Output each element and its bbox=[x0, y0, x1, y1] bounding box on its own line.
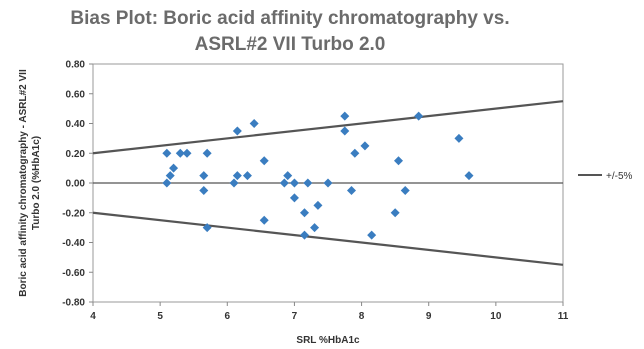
x-tick-label: 8 bbox=[359, 311, 365, 322]
y-tick-label: 0.60 bbox=[66, 89, 86, 100]
data-point bbox=[169, 163, 179, 173]
data-point bbox=[400, 185, 410, 195]
data-point bbox=[182, 148, 192, 158]
chart-title-line-2: ASRL#2 VII Turbo 2.0 bbox=[194, 34, 386, 55]
x-tick-label: 10 bbox=[490, 311, 502, 322]
data-point bbox=[464, 171, 474, 181]
data-point bbox=[249, 119, 259, 128]
x-tick-label: 5 bbox=[157, 311, 163, 322]
y-axis-label-line-2: Turbo 2.0 (%HbA1c) bbox=[31, 136, 42, 230]
data-point bbox=[229, 178, 239, 188]
x-tick-label: 4 bbox=[90, 311, 96, 322]
data-point bbox=[390, 208, 400, 218]
data-point bbox=[350, 148, 360, 158]
data-point bbox=[199, 185, 209, 195]
y-tick-label: -0.80 bbox=[62, 298, 85, 309]
data-point bbox=[414, 111, 424, 121]
y-tick-label: -0.60 bbox=[62, 268, 85, 279]
y-tick-label: -0.20 bbox=[62, 208, 85, 219]
data-point bbox=[175, 148, 185, 158]
data-point bbox=[202, 148, 212, 158]
data-point bbox=[289, 193, 299, 203]
data-point bbox=[162, 148, 172, 158]
data-point bbox=[323, 178, 333, 188]
legend-label: +/-5% bbox=[606, 171, 633, 182]
x-tick-label: 7 bbox=[292, 311, 298, 322]
y-tick-label: 0.40 bbox=[66, 119, 86, 130]
data-point bbox=[300, 230, 309, 240]
x-tick-label: 9 bbox=[426, 311, 432, 322]
data-point bbox=[310, 223, 320, 233]
data-point bbox=[340, 111, 350, 121]
data-point bbox=[162, 178, 172, 188]
data-point bbox=[367, 230, 377, 240]
data-point bbox=[347, 185, 356, 195]
x-tick-label: 6 bbox=[225, 311, 231, 322]
data-point bbox=[360, 141, 370, 151]
data-point bbox=[259, 215, 269, 225]
data-point bbox=[242, 171, 252, 181]
y-tick-label: -0.40 bbox=[62, 238, 85, 249]
data-point bbox=[232, 126, 242, 136]
axis-group: 0.80 0.60 0.40 0.20 0.00 -0.20 -0.40 -0.60 -0.80… bbox=[62, 60, 569, 323]
chart-title-line-1: Bias Plot: Boric acid affinity chromatog… bbox=[70, 8, 510, 29]
data-point bbox=[313, 200, 323, 210]
legend: +/-5% bbox=[578, 171, 633, 182]
x-tick-label: 11 bbox=[558, 311, 569, 322]
data-point bbox=[199, 171, 209, 181]
y-tick-label: 0.20 bbox=[66, 149, 86, 160]
y-tick-label: 0.00 bbox=[66, 179, 86, 190]
data-point bbox=[259, 156, 269, 166]
y-axis-label-line-1: Boric acid affinity chromatography - ASR… bbox=[18, 69, 29, 297]
data-point bbox=[165, 171, 175, 181]
data-point bbox=[279, 178, 289, 188]
y-tick-label: 0.80 bbox=[66, 60, 86, 71]
data-point bbox=[289, 178, 299, 188]
data-point bbox=[232, 171, 242, 181]
data-point bbox=[202, 223, 212, 233]
reference-line bbox=[92, 211, 564, 266]
data-point bbox=[303, 178, 313, 188]
reference-line bbox=[92, 100, 564, 155]
data-point bbox=[394, 156, 403, 166]
data-point bbox=[300, 208, 309, 218]
data-point bbox=[283, 171, 293, 181]
data-points bbox=[162, 111, 474, 240]
data-point bbox=[454, 133, 464, 143]
x-axis-label: SRL %HbA1c bbox=[296, 335, 360, 346]
data-point bbox=[340, 126, 350, 136]
